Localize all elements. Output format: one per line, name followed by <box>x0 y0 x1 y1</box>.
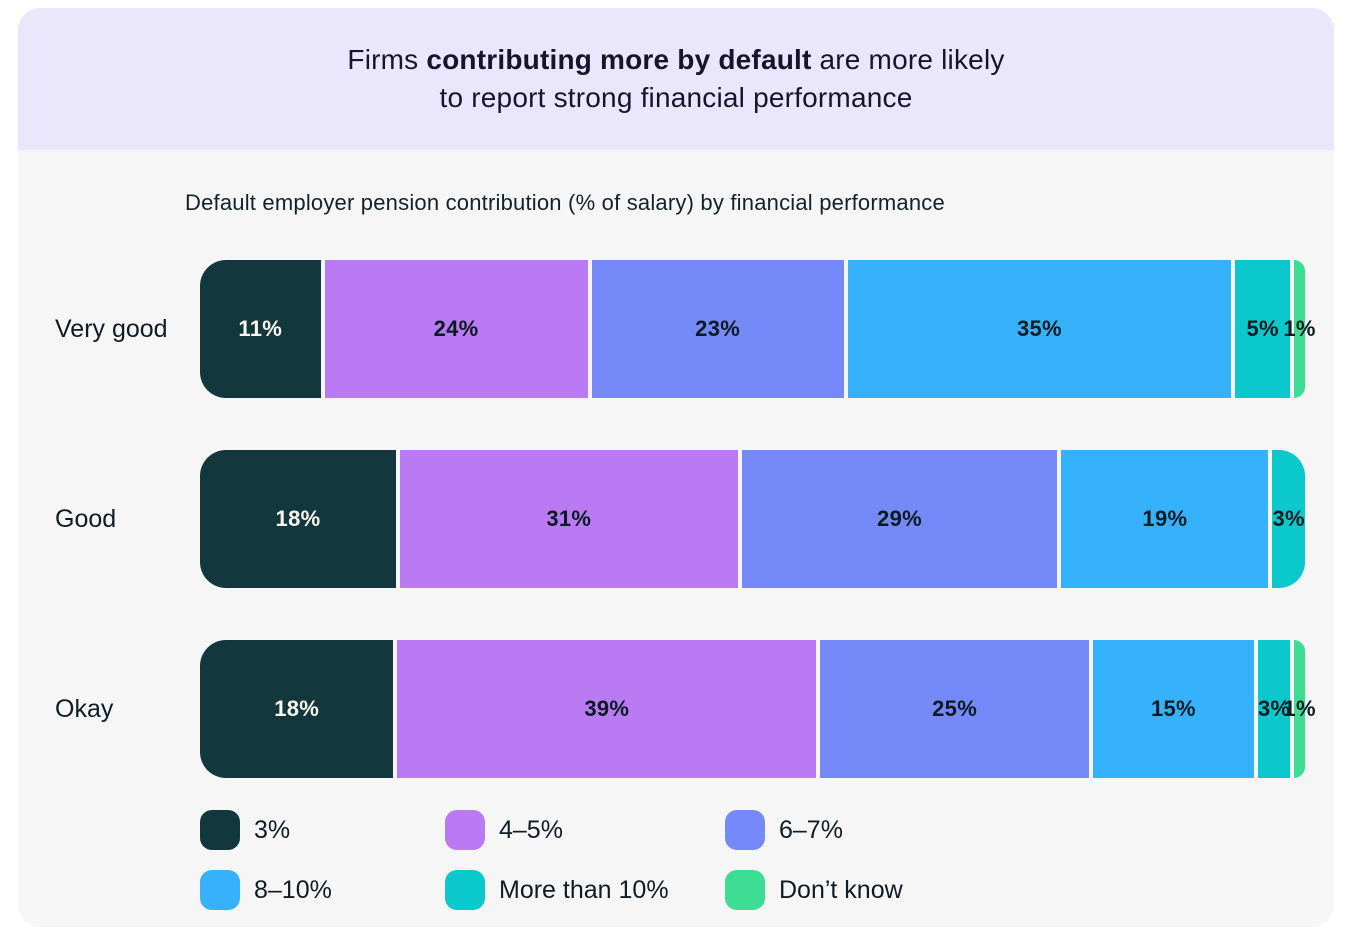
legend-item: 6–7% <box>725 810 1334 850</box>
segment-value-label: 29% <box>877 506 922 531</box>
segment-value-label: 15% <box>1150 696 1196 721</box>
legend-label: More than 10% <box>499 875 669 904</box>
chart-title: Default employer pension contribution (%… <box>185 190 945 215</box>
legend-swatch <box>725 870 765 910</box>
legend-label: 8–10% <box>254 875 332 904</box>
legend-item: Don’t know <box>725 870 1334 910</box>
legend-swatch <box>725 810 765 850</box>
legend-item: 3% <box>200 810 445 850</box>
legend-label: Don’t know <box>779 875 903 904</box>
bar-segment: 3% <box>1272 450 1305 588</box>
segment-value-label: 18% <box>275 506 321 531</box>
headline-line1: Firms contributing more by default are m… <box>347 41 1004 79</box>
bar-segment: 29% <box>741 450 1058 588</box>
legend-label: 4–5% <box>499 815 563 844</box>
bar-segment: 31% <box>400 450 738 588</box>
headline-banner: Firms contributing more by default are m… <box>18 8 1334 150</box>
bar-segment: 1% <box>1283 260 1315 398</box>
legend-swatch <box>200 810 240 850</box>
segment-value-label: 35% <box>1016 316 1062 341</box>
bar-segment: 24% <box>324 260 588 398</box>
bar-segment: 15% <box>1092 640 1255 778</box>
segment-value-label: 11% <box>238 316 283 341</box>
headline-prefix: Firms <box>347 44 427 75</box>
chart-area: Default employer pension contribution (%… <box>18 150 1334 927</box>
segment-value-label: 18% <box>274 696 320 721</box>
segment-value-label: 5% <box>1246 316 1279 341</box>
bar-segment: 18% <box>200 640 394 778</box>
segment-value-label: 24% <box>433 316 479 341</box>
row-label: Okay <box>55 694 114 723</box>
legend-item: 4–5% <box>445 810 725 850</box>
bar-segment: 23% <box>591 260 844 398</box>
legend-label: 6–7% <box>779 815 843 844</box>
bar-track: 18% 39% 25% 15% 3% 1% <box>200 640 1316 778</box>
legend-label: 3% <box>254 815 291 844</box>
segment-value-label: 25% <box>932 696 978 721</box>
segment-value-label: 3% <box>1272 506 1305 531</box>
segment-value-label: 1% <box>1283 316 1316 341</box>
headline-emphasis: contributing more by default <box>426 44 812 75</box>
segment-value-label: 1% <box>1283 696 1316 721</box>
bar-segment: 5% <box>1235 260 1291 398</box>
bar-row: Okay 18% 39% 25% 15% 3% 1% <box>18 640 1334 778</box>
row-label: Very good <box>55 314 168 343</box>
bar-segment: 3% <box>1257 640 1291 778</box>
bar-row: Very good 11% 24% 23% 35% 5% 1% <box>18 260 1334 398</box>
headline-line2: to report strong financial performance <box>439 82 913 113</box>
segment-value-label: 3% <box>1257 696 1291 721</box>
segment-value-label: 31% <box>546 506 592 531</box>
bar-segment: 35% <box>847 260 1232 398</box>
headline-suffix: are more likely <box>811 44 1005 75</box>
bar-segment: 25% <box>820 640 1089 778</box>
bar-segment: 11% <box>200 260 321 398</box>
bar-segment: 19% <box>1061 450 1269 588</box>
legend-swatch <box>200 870 240 910</box>
legend-item: 8–10% <box>200 870 445 910</box>
segment-value-label: 19% <box>1142 506 1188 531</box>
bar-segment: 39% <box>397 640 817 778</box>
bar-track: 18% 31% 29% 19% 3% <box>200 450 1305 588</box>
legend: 3% 4–5% 6–7% 8–10% More than 10% Don’t know <box>200 810 1334 910</box>
bar-row: Good 18% 31% 29% 19% 3% <box>18 450 1334 588</box>
legend-swatch <box>445 810 485 850</box>
segment-value-label: 39% <box>584 696 630 721</box>
bar-track: 11% 24% 23% 35% 5% 1% <box>200 260 1315 398</box>
bar-segment: 1% <box>1283 640 1316 778</box>
legend-swatch <box>445 870 485 910</box>
segment-value-label: 23% <box>695 316 741 341</box>
infographic-card: Firms contributing more by default are m… <box>18 8 1334 927</box>
row-label: Good <box>55 504 117 533</box>
bar-rows-container: Very good 11% 24% 23% 35% 5% 1% Good 18% 31% 29% 19… <box>18 260 1334 778</box>
legend-item: More than 10% <box>445 870 725 910</box>
bar-segment: 18% <box>200 450 397 588</box>
